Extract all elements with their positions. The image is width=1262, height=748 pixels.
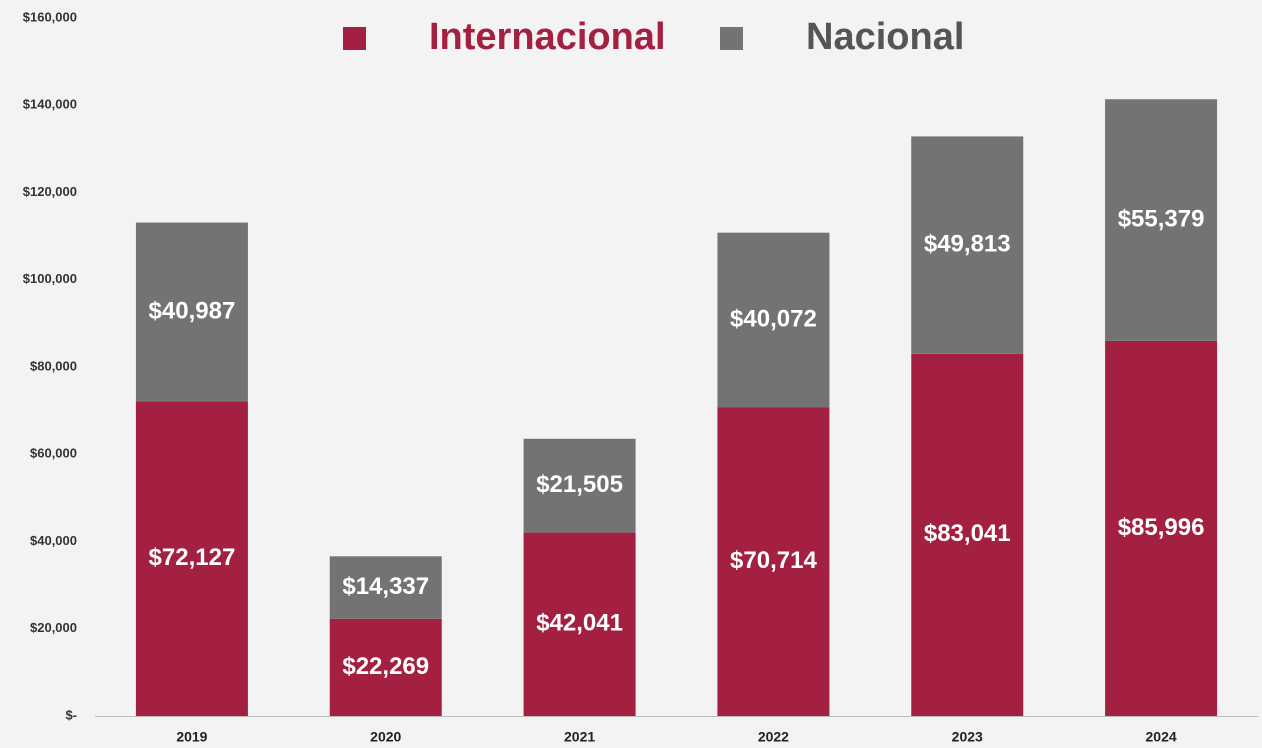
chart: $- $20,000 $40,000 $60,000 $80,000 $100,000 $1… xyxy=(0,0,1262,748)
legend-swatch xyxy=(720,27,743,50)
value-label: $42,041 xyxy=(536,610,623,637)
y-tick-label: $120,000 xyxy=(23,184,77,199)
value-label: $70,714 xyxy=(730,547,817,574)
y-tick-label: $20,000 xyxy=(30,620,77,635)
value-label: $14,337 xyxy=(342,573,429,600)
x-tick-label: 2020 xyxy=(370,729,401,745)
x-tick-label: 2021 xyxy=(564,729,595,745)
value-label: $85,996 xyxy=(1118,514,1205,541)
y-tick-label: $- xyxy=(65,707,77,722)
value-label: $40,072 xyxy=(730,305,817,332)
page: $- $20,000 $40,000 $60,000 $80,000 $100,000 $1… xyxy=(0,0,1262,748)
value-label: $40,987 xyxy=(149,297,236,324)
x-tick-label: 2024 xyxy=(1146,729,1177,745)
y-tick-label: $100,000 xyxy=(23,271,77,286)
y-tick-label: $160,000 xyxy=(23,9,77,24)
value-label: $72,127 xyxy=(149,544,236,571)
legend-swatch xyxy=(343,27,366,50)
value-label: $55,379 xyxy=(1118,205,1205,232)
value-label: $49,813 xyxy=(924,230,1011,257)
value-label: $22,269 xyxy=(342,653,429,680)
x-tick-label: 2022 xyxy=(758,729,789,745)
y-tick-label: $60,000 xyxy=(30,446,77,461)
y-tick-label: $80,000 xyxy=(30,358,77,373)
x-tick-label: 2023 xyxy=(952,729,983,745)
value-label: $21,505 xyxy=(536,471,623,498)
value-label: $83,041 xyxy=(924,520,1011,547)
y-tick-label: $140,000 xyxy=(23,97,77,112)
legend-label: Nacional xyxy=(806,16,964,58)
x-tick-label: 2019 xyxy=(176,729,207,745)
legend-label: Internacional xyxy=(429,16,666,58)
y-tick-label: $40,000 xyxy=(30,533,77,548)
